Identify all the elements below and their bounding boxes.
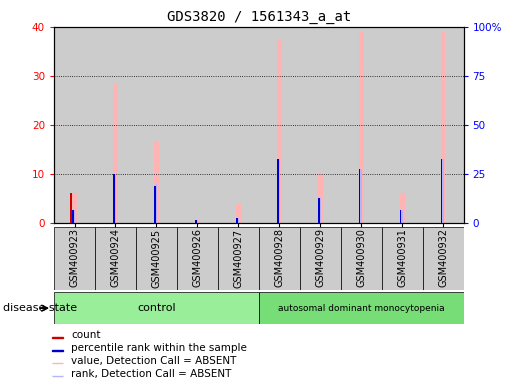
- FancyBboxPatch shape: [300, 227, 341, 290]
- FancyBboxPatch shape: [259, 227, 300, 290]
- Text: rank, Detection Call = ABSENT: rank, Detection Call = ABSENT: [71, 369, 231, 379]
- FancyBboxPatch shape: [54, 227, 95, 290]
- Bar: [195, 220, 200, 223]
- Bar: [218, 27, 259, 223]
- Text: count: count: [71, 330, 100, 340]
- Text: autosomal dominant monocytopenia: autosomal dominant monocytopenia: [278, 304, 444, 313]
- FancyBboxPatch shape: [341, 227, 382, 290]
- Bar: [319, 198, 321, 223]
- Bar: [195, 220, 197, 223]
- Bar: [72, 210, 74, 223]
- Bar: [442, 159, 444, 223]
- FancyBboxPatch shape: [177, 227, 218, 290]
- Bar: [277, 39, 282, 223]
- Bar: [72, 194, 77, 223]
- Bar: [441, 159, 442, 223]
- Bar: [422, 27, 464, 223]
- Bar: [236, 218, 237, 223]
- Bar: [156, 184, 157, 223]
- Bar: [54, 27, 95, 223]
- Text: value, Detection Call = ABSENT: value, Detection Call = ABSENT: [71, 356, 236, 366]
- Bar: [154, 142, 159, 223]
- Bar: [341, 27, 382, 223]
- Text: GSM400930: GSM400930: [356, 228, 366, 287]
- Text: GSM400925: GSM400925: [151, 228, 161, 288]
- Bar: [440, 32, 445, 223]
- FancyBboxPatch shape: [136, 227, 177, 290]
- Text: GSM400928: GSM400928: [274, 228, 284, 288]
- Bar: [358, 32, 364, 223]
- Bar: [359, 169, 360, 223]
- Title: GDS3820 / 1561343_a_at: GDS3820 / 1561343_a_at: [167, 10, 351, 25]
- Bar: [177, 27, 218, 223]
- Bar: [300, 27, 341, 223]
- Bar: [113, 174, 115, 223]
- Text: GSM400924: GSM400924: [111, 228, 121, 288]
- FancyBboxPatch shape: [95, 227, 136, 290]
- Text: disease state: disease state: [3, 303, 77, 313]
- Text: percentile rank within the sample: percentile rank within the sample: [71, 343, 247, 353]
- FancyBboxPatch shape: [218, 227, 259, 290]
- Bar: [237, 218, 239, 223]
- Bar: [401, 210, 403, 223]
- Bar: [236, 203, 241, 223]
- Text: GSM400926: GSM400926: [193, 228, 202, 288]
- Bar: [52, 349, 63, 351]
- Bar: [400, 194, 405, 223]
- FancyBboxPatch shape: [422, 227, 464, 290]
- Bar: [318, 198, 319, 223]
- Text: GSM400932: GSM400932: [438, 228, 448, 288]
- FancyBboxPatch shape: [54, 292, 259, 324]
- Text: GSM400931: GSM400931: [397, 228, 407, 287]
- Bar: [277, 159, 279, 223]
- FancyBboxPatch shape: [259, 292, 464, 324]
- Text: GSM400927: GSM400927: [233, 228, 243, 288]
- Bar: [52, 362, 63, 364]
- Bar: [115, 174, 116, 223]
- Bar: [95, 27, 136, 223]
- Bar: [360, 169, 362, 223]
- Text: GSM400929: GSM400929: [315, 228, 325, 288]
- Bar: [400, 210, 401, 223]
- Bar: [197, 220, 198, 223]
- Bar: [52, 337, 63, 338]
- Bar: [136, 27, 177, 223]
- Bar: [70, 194, 72, 223]
- Text: control: control: [137, 303, 176, 313]
- Bar: [154, 186, 156, 223]
- Bar: [318, 174, 323, 223]
- Bar: [382, 27, 422, 223]
- Bar: [74, 210, 75, 223]
- FancyBboxPatch shape: [382, 227, 422, 290]
- Text: GSM400923: GSM400923: [70, 228, 79, 288]
- Bar: [259, 27, 300, 223]
- Bar: [113, 83, 118, 223]
- Bar: [279, 159, 280, 223]
